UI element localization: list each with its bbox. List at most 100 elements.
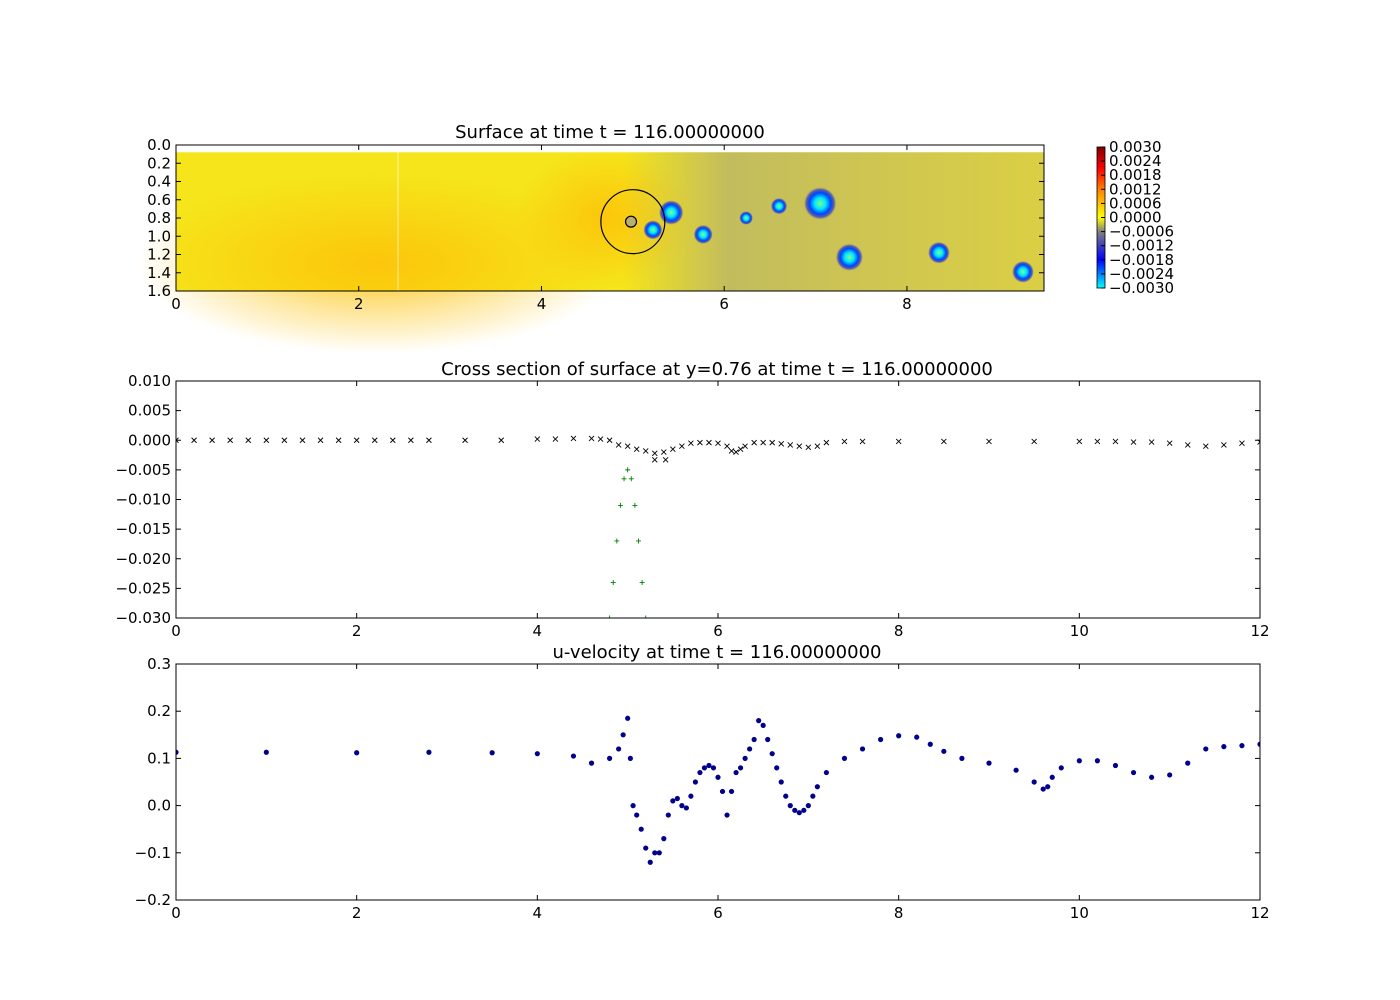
data-point-x bbox=[408, 437, 414, 444]
data-point-dot bbox=[737, 765, 744, 771]
y-tick-label: 1.2 bbox=[147, 246, 171, 264]
data-point-plus bbox=[607, 615, 613, 618]
data-point-plus bbox=[625, 467, 631, 473]
colorbar-tick-label: 0.0024 bbox=[1109, 152, 1162, 170]
data-point-dot bbox=[534, 751, 540, 757]
data-point-x bbox=[462, 437, 468, 444]
y-tick-label: −0.2 bbox=[135, 891, 171, 909]
warm-region bbox=[137, 173, 618, 354]
data-point-dot bbox=[1031, 779, 1037, 785]
heatmap-field bbox=[137, 148, 1044, 354]
data-point-dot bbox=[783, 793, 789, 799]
data-point-x bbox=[299, 437, 306, 444]
data-point-dot bbox=[701, 765, 708, 771]
data-point-x bbox=[679, 443, 685, 449]
body-circle bbox=[624, 215, 638, 228]
data-point-x bbox=[209, 437, 215, 444]
data-point-x bbox=[751, 439, 757, 446]
y-tick-label: 0.1 bbox=[147, 749, 171, 767]
cross-section-panel: Cross section of surface at y=0.76 at ti… bbox=[115, 359, 1269, 640]
data-point-dot bbox=[719, 788, 726, 795]
data-point-x bbox=[498, 437, 505, 444]
data-point-dot bbox=[760, 722, 766, 728]
data-point-x bbox=[281, 437, 288, 444]
data-point-x bbox=[724, 443, 730, 449]
data-point-dot bbox=[787, 803, 793, 809]
data-point-dot bbox=[710, 765, 717, 771]
colorbar-tick-label: 0.0018 bbox=[1109, 166, 1162, 184]
y-tick-label: 0.6 bbox=[147, 191, 171, 209]
x-tick-label: 0 bbox=[171, 295, 181, 313]
u-velocity-axes: 0 2 4 6 8 10 12 0.3 0.2 0.1 0.0 −0.1 −0.2 bbox=[135, 655, 1270, 922]
data-point-dot bbox=[683, 805, 689, 811]
data-point-x bbox=[245, 437, 252, 444]
data-point-x bbox=[662, 456, 669, 463]
data-point-dot bbox=[733, 769, 739, 776]
colorbar: 0.00300.00240.00180.00120.00060.0000−0.0… bbox=[1096, 138, 1174, 297]
data-point-dot bbox=[796, 810, 802, 816]
domain-circle bbox=[600, 189, 666, 255]
data-point-plus bbox=[614, 538, 620, 544]
data-point-dot bbox=[1185, 760, 1191, 766]
data-point-x bbox=[778, 440, 785, 447]
y-tick-label: 0.8 bbox=[147, 209, 171, 227]
data-point-dot bbox=[1239, 743, 1245, 749]
data-point-dot bbox=[959, 755, 965, 762]
data-point-dot bbox=[1076, 758, 1082, 764]
data-point-dot bbox=[176, 749, 179, 755]
data-point-x bbox=[176, 437, 179, 444]
data-point-x bbox=[615, 442, 622, 448]
y-tick-label: −0.020 bbox=[115, 550, 171, 568]
data-point-dot bbox=[914, 734, 920, 740]
data-point-dot bbox=[1040, 786, 1046, 792]
data-point-x bbox=[688, 440, 694, 447]
data-point-x bbox=[859, 438, 866, 445]
data-point-plus bbox=[632, 502, 638, 508]
vortex bbox=[803, 186, 837, 220]
colorbar-ticks: 0.00300.00240.00180.00120.00060.0000−0.0… bbox=[1101, 138, 1174, 297]
data-point-dot bbox=[588, 760, 595, 766]
data-point-x bbox=[841, 438, 848, 445]
data-point-x bbox=[552, 436, 559, 442]
data-point-dot bbox=[927, 741, 933, 747]
data-point-dot bbox=[607, 755, 613, 762]
x-tick-label: 10 bbox=[1070, 622, 1089, 640]
data-point-dot bbox=[688, 793, 694, 799]
data-point-x bbox=[1112, 438, 1119, 445]
data-point-dot bbox=[765, 736, 771, 743]
data-point-dot bbox=[778, 779, 784, 785]
data-point-x bbox=[1130, 439, 1137, 445]
data-point-dot bbox=[810, 793, 816, 799]
data-point-x bbox=[760, 439, 766, 446]
data-point-dot bbox=[630, 803, 636, 809]
y-tick-label: 1.4 bbox=[147, 264, 171, 282]
data-point-x bbox=[823, 439, 830, 446]
cross-section-marks bbox=[176, 435, 1260, 618]
data-point-dot bbox=[661, 836, 667, 842]
vortex bbox=[693, 224, 713, 245]
data-point-x bbox=[1166, 440, 1173, 447]
data-point-dot bbox=[859, 746, 866, 752]
x-tick-label: 4 bbox=[537, 295, 547, 313]
data-point-dot bbox=[814, 784, 820, 790]
data-point-dot bbox=[1058, 765, 1064, 771]
data-point-dot bbox=[769, 751, 775, 757]
data-point-dot bbox=[728, 788, 735, 795]
data-point-dot bbox=[1094, 758, 1100, 764]
data-point-x bbox=[697, 439, 703, 446]
data-point-x bbox=[651, 450, 658, 457]
data-point-x bbox=[1221, 442, 1227, 448]
y-tick-label: 0.0 bbox=[147, 136, 171, 154]
data-point-dot bbox=[1045, 784, 1051, 790]
data-point-dot bbox=[1221, 744, 1227, 750]
data-point-plus bbox=[628, 476, 634, 482]
cross-section-frame bbox=[175, 380, 1261, 619]
data-point-x bbox=[1202, 443, 1209, 449]
vortex bbox=[1012, 260, 1034, 283]
data-point-dot bbox=[616, 746, 622, 752]
heatmap-marks bbox=[600, 186, 1034, 283]
x-tick-label: 10 bbox=[1070, 904, 1089, 922]
cross-section-title: Cross section of surface at y=0.76 at ti… bbox=[441, 359, 993, 380]
data-point-plus bbox=[610, 579, 616, 585]
vortex bbox=[927, 241, 950, 264]
